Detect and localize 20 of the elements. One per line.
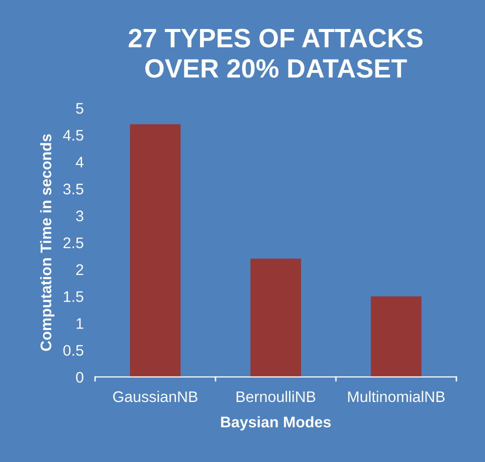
y-tick-label: 1 — [76, 318, 84, 329]
bar — [250, 258, 302, 377]
y-tick-label: 3 — [76, 210, 84, 222]
y-tick-label: 5 — [76, 103, 84, 114]
x-tick-label: GaussianNB — [113, 390, 198, 402]
y-tick-label: 0.5 — [63, 344, 84, 356]
y-tick-label: 0 — [76, 372, 84, 383]
y-tick-label: 2 — [76, 264, 84, 275]
bar — [370, 296, 422, 377]
y-tick-label: 3.5 — [63, 184, 84, 194]
y-tick-label: 4 — [76, 156, 84, 168]
x-tick-label: BernoulliNB — [236, 390, 316, 402]
y-tick-label: 4.5 — [63, 130, 84, 141]
y-tick-label: 2.5 — [63, 237, 84, 248]
x-tick-label: MultinomialNB — [348, 390, 445, 402]
chart-title: 27 TYPES OF ATTACKS OVER 20% DATASET — [128, 28, 423, 78]
x-axis-title: Baysian Modes — [221, 416, 331, 430]
y-tick-label: 1.5 — [64, 291, 84, 302]
bar — [130, 124, 181, 377]
y-axis-title: Computation Time in seconds — [40, 134, 54, 351]
